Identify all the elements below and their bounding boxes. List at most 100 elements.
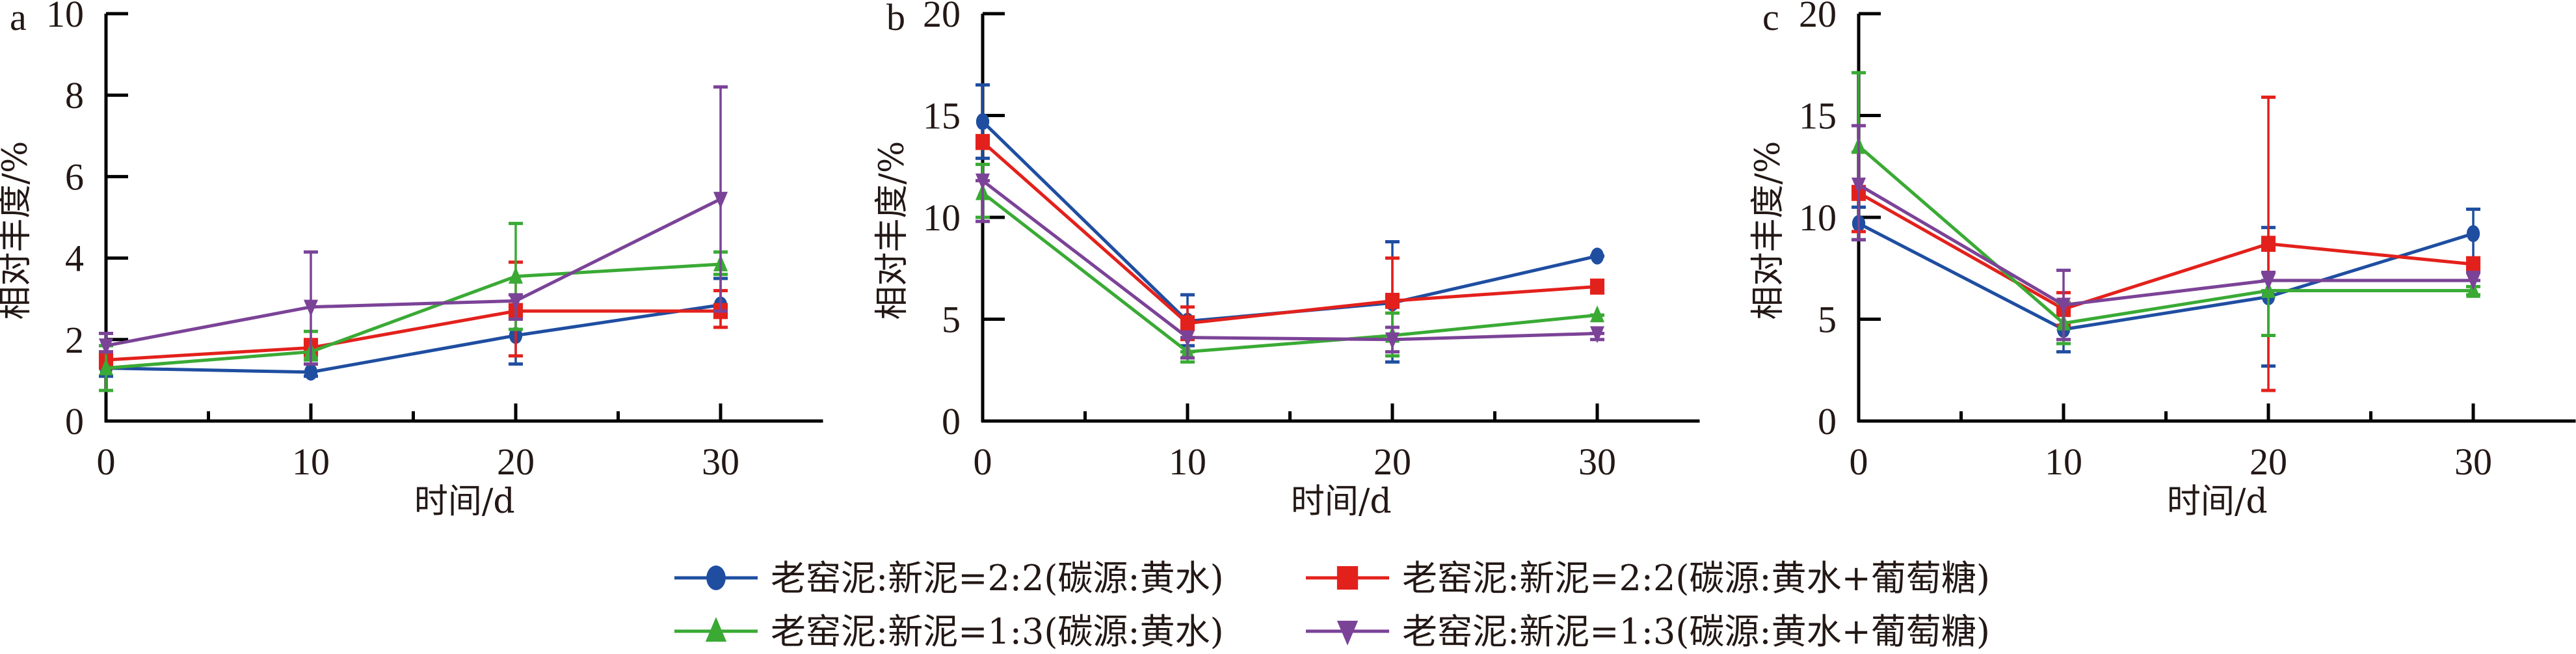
data-point bbox=[2261, 236, 2276, 252]
series-line bbox=[1857, 183, 2473, 307]
panel-b: 0 5 10 15 20 0 10 20 30 时间/d 相对丰度/% b bbox=[873, 0, 1700, 521]
legend-label: 老窑泥:新泥=1:3(碳源:黄水+葡萄糖) bbox=[1402, 611, 1990, 652]
data-point bbox=[1589, 305, 1605, 323]
data-point bbox=[1180, 315, 1195, 332]
panel-label: a bbox=[10, 0, 27, 38]
series-line bbox=[105, 309, 721, 362]
x-tick-label: 30 bbox=[702, 441, 739, 483]
x-tick-label: 20 bbox=[497, 441, 535, 483]
x-tick-label: 10 bbox=[1169, 441, 1206, 483]
series-0 bbox=[1852, 205, 2480, 368]
series-3 bbox=[98, 85, 728, 366]
data-point bbox=[98, 338, 114, 356]
x-tick-label: 10 bbox=[292, 441, 330, 483]
legend-label: 老窑泥:新泥=1:3(碳源:黄水) bbox=[771, 611, 1224, 652]
legend-label: 老窑泥:新泥=2:2(碳源:黄水) bbox=[771, 558, 1224, 599]
legend-marker bbox=[706, 565, 726, 590]
legend-marker bbox=[1336, 565, 1359, 590]
series-line bbox=[981, 179, 1598, 342]
data-point bbox=[975, 173, 990, 191]
data-point bbox=[2261, 273, 2276, 290]
data-point bbox=[976, 113, 990, 130]
y-tick-label: 10 bbox=[923, 197, 961, 239]
series-line bbox=[981, 191, 1598, 354]
data-point bbox=[508, 266, 524, 284]
y-tick-label: 15 bbox=[923, 95, 961, 137]
series-line bbox=[1857, 191, 2474, 311]
data-point bbox=[2466, 225, 2480, 243]
panel-label: c bbox=[1762, 0, 1779, 38]
series-line bbox=[1857, 222, 2474, 331]
data-point bbox=[1385, 332, 1400, 349]
panel-label: b bbox=[886, 0, 905, 38]
legend-label: 老窑泥:新泥=2:2(碳源:黄水+葡萄糖) bbox=[1402, 558, 1990, 599]
data-point bbox=[1385, 292, 1400, 309]
y-tick-label: 6 bbox=[65, 156, 84, 198]
y-tick-label: 0 bbox=[65, 400, 84, 443]
y-tick-label: 10 bbox=[46, 0, 84, 35]
data-point bbox=[1590, 247, 1604, 265]
panel-a: 0 2 4 6 8 10 0 10 20 30 时间/d 相对丰度/% a bbox=[0, 0, 823, 521]
y-tick-label: 0 bbox=[942, 400, 961, 443]
y-tick-label: 5 bbox=[942, 299, 961, 341]
y-tick-label: 10 bbox=[1799, 197, 1837, 239]
series-2 bbox=[975, 163, 1605, 364]
data-point bbox=[975, 133, 990, 150]
series-line bbox=[981, 141, 1598, 325]
data-point bbox=[2465, 256, 2481, 273]
data-point bbox=[303, 299, 319, 317]
series-2 bbox=[1851, 71, 2481, 346]
y-axis-title: 相对丰度/% bbox=[873, 141, 912, 320]
y-tick-label: 8 bbox=[65, 74, 84, 116]
series-0 bbox=[976, 83, 1604, 364]
series-line bbox=[105, 197, 722, 347]
series-2 bbox=[98, 221, 728, 392]
data-point bbox=[1851, 177, 1866, 195]
data-point bbox=[1180, 330, 1195, 347]
data-point bbox=[2056, 297, 2071, 315]
legend-item: 老窑泥:新泥=2:2(碳源:黄水) bbox=[674, 558, 1224, 599]
y-tick-label: 15 bbox=[1799, 95, 1837, 137]
y-axis-title: 相对丰度/% bbox=[1749, 141, 1788, 320]
data-point bbox=[508, 293, 524, 311]
x-axis-title: 时间/d bbox=[1291, 482, 1392, 521]
x-tick-label: 0 bbox=[1850, 441, 1868, 483]
legend-item: 老窑泥:新泥=2:2(碳源:黄水+葡萄糖) bbox=[1306, 558, 1990, 599]
y-tick-label: 20 bbox=[1799, 0, 1837, 35]
series-line bbox=[105, 303, 721, 374]
x-tick-label: 20 bbox=[2250, 441, 2287, 483]
legend-item: 老窑泥:新泥=1:3(碳源:黄水+葡萄糖) bbox=[1306, 611, 1990, 652]
legend-marker bbox=[1336, 620, 1359, 646]
x-axis-title: 时间/d bbox=[2167, 482, 2268, 521]
data-point bbox=[98, 358, 114, 375]
series-line bbox=[105, 262, 721, 370]
y-tick-label: 4 bbox=[65, 238, 84, 280]
legend: 老窑泥:新泥=2:2(碳源:黄水) 老窑泥:新泥=2:2(碳源:黄水+葡萄糖) 老窑… bbox=[674, 558, 1990, 652]
series-1 bbox=[975, 133, 1605, 342]
series-1 bbox=[1851, 95, 2481, 392]
x-tick-label: 10 bbox=[2045, 441, 2082, 483]
series-3 bbox=[975, 173, 1605, 360]
x-tick-label: 20 bbox=[1374, 441, 1411, 483]
x-tick-label: 0 bbox=[974, 441, 992, 483]
series-line bbox=[1857, 144, 2473, 325]
series-3 bbox=[1851, 124, 2481, 342]
x-tick-label: 0 bbox=[97, 441, 116, 483]
x-tick-label: 30 bbox=[2454, 441, 2492, 483]
data-point bbox=[713, 191, 728, 209]
data-point bbox=[2465, 273, 2481, 290]
x-axis-title: 时间/d bbox=[414, 482, 515, 521]
panel-c: 0 5 10 15 20 0 10 20 30 时间/d 相对丰度/% c bbox=[1749, 0, 2576, 521]
y-tick-label: 2 bbox=[65, 319, 84, 361]
y-tick-label: 20 bbox=[923, 0, 961, 35]
data-point bbox=[1589, 326, 1605, 344]
y-tick-label: 5 bbox=[1818, 299, 1837, 341]
legend-item: 老窑泥:新泥=1:3(碳源:黄水) bbox=[674, 611, 1224, 652]
y-tick-label: 0 bbox=[1818, 400, 1837, 443]
y-axis-title: 相对丰度/% bbox=[0, 141, 35, 320]
x-tick-label: 30 bbox=[1578, 441, 1616, 483]
legend-marker bbox=[705, 617, 727, 642]
data-point bbox=[304, 363, 318, 381]
data-point bbox=[1589, 279, 1605, 295]
